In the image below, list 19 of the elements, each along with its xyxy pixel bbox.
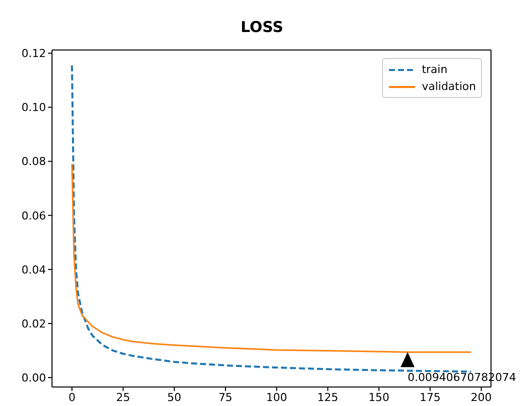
x-tick-label: 100	[266, 390, 288, 404]
y-tick-label: 0.00	[22, 371, 46, 384]
y-tick-label: 0.04	[22, 263, 46, 276]
chart-title: LOSS	[240, 18, 284, 36]
x-tick-label: 200	[470, 390, 492, 404]
x-tick-label: 50	[167, 390, 182, 404]
y-tick-label: 0.08	[22, 155, 46, 168]
y-tick-label: 0.10	[22, 101, 46, 114]
x-tick-label: 25	[116, 390, 130, 404]
x-tick-label: 150	[368, 390, 390, 404]
y-tick-label: 0.06	[22, 209, 46, 222]
legend-label: train	[422, 63, 448, 76]
legend-label: validation	[422, 80, 476, 93]
x-tick-label: 175	[420, 390, 441, 404]
y-tick-label: 0.02	[22, 317, 46, 330]
y-tick-label: 0.12	[22, 47, 46, 60]
x-tick-label: 0	[68, 390, 76, 404]
x-tick-label: 125	[317, 390, 338, 404]
x-tick-label: 75	[218, 390, 232, 404]
